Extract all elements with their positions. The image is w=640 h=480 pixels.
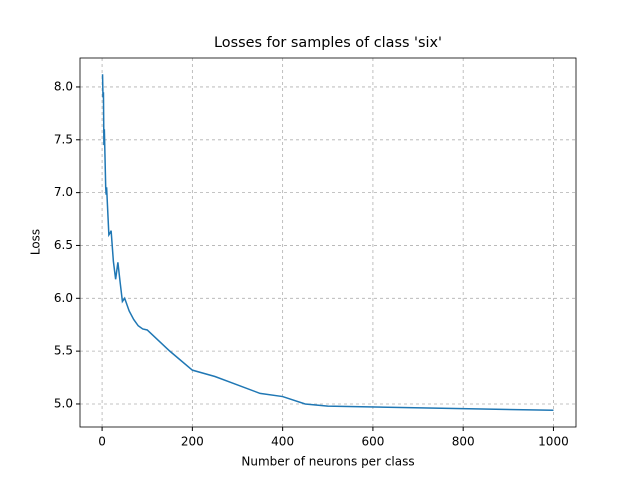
x-tick-label: 1000 [538,435,569,449]
y-tick-label: 5.0 [54,396,73,410]
x-axis-label: Number of neurons per class [241,455,414,469]
x-tick-label: 600 [361,435,384,449]
x-tick-label: 200 [181,435,204,449]
y-tick-label: 7.0 [54,185,73,199]
y-tick-label: 7.5 [54,132,73,146]
plot-frame [79,57,577,428]
x-tick-label: 0 [98,435,106,449]
y-tick-label: 6.5 [54,238,73,252]
x-tick-label: 800 [452,435,475,449]
y-tick-label: 5.5 [54,344,73,358]
chart-title: Losses for samples of class 'six' [214,35,442,51]
y-tick-label: 8.0 [54,79,73,93]
y-tick-label: 6.0 [54,291,73,305]
x-tick-label: 400 [271,435,294,449]
y-axis-label: Loss [29,229,43,255]
line [101,74,554,412]
